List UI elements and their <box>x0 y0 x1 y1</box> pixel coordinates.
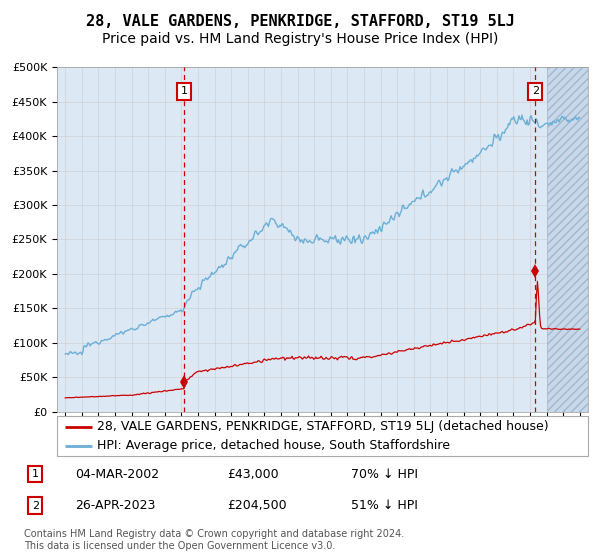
Text: £43,000: £43,000 <box>227 468 278 480</box>
Text: £204,500: £204,500 <box>227 499 287 512</box>
Text: Contains HM Land Registry data © Crown copyright and database right 2024.
This d: Contains HM Land Registry data © Crown c… <box>24 529 404 551</box>
Text: 04-MAR-2002: 04-MAR-2002 <box>75 468 159 480</box>
Text: 26-APR-2023: 26-APR-2023 <box>75 499 155 512</box>
Text: 28, VALE GARDENS, PENKRIDGE, STAFFORD, ST19 5LJ (detached house): 28, VALE GARDENS, PENKRIDGE, STAFFORD, S… <box>97 421 548 433</box>
Text: Price paid vs. HM Land Registry's House Price Index (HPI): Price paid vs. HM Land Registry's House … <box>102 32 498 46</box>
Text: 28, VALE GARDENS, PENKRIDGE, STAFFORD, ST19 5LJ: 28, VALE GARDENS, PENKRIDGE, STAFFORD, S… <box>86 14 514 29</box>
Text: 2: 2 <box>32 501 39 511</box>
Text: 51% ↓ HPI: 51% ↓ HPI <box>351 499 418 512</box>
Text: 1: 1 <box>32 469 39 479</box>
Text: HPI: Average price, detached house, South Staffordshire: HPI: Average price, detached house, Sout… <box>97 439 450 452</box>
Bar <box>547 67 588 412</box>
Text: 1: 1 <box>181 86 188 96</box>
Text: 70% ↓ HPI: 70% ↓ HPI <box>351 468 418 480</box>
Text: 2: 2 <box>532 86 539 96</box>
